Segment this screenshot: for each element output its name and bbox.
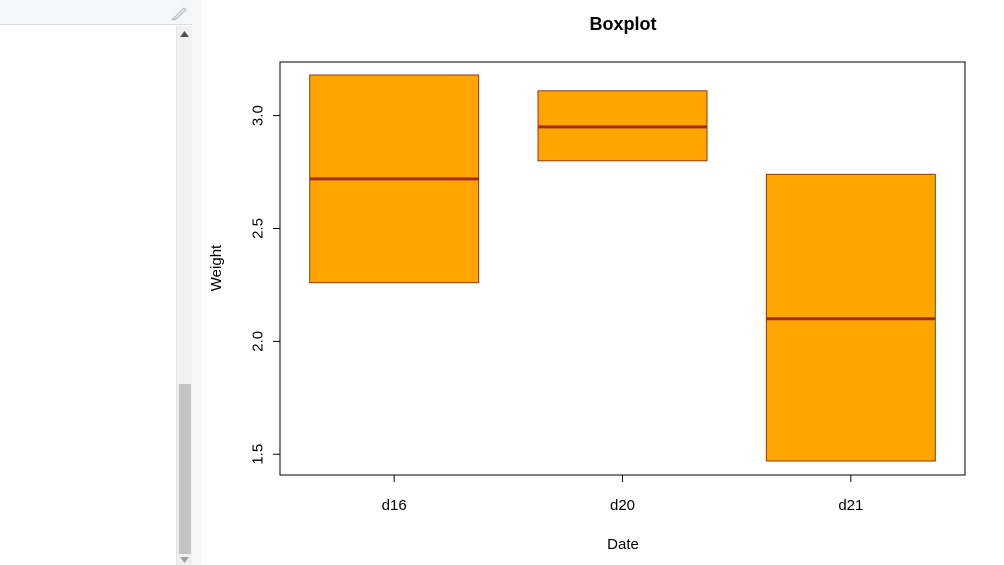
scrollbar-thumb[interactable] — [179, 384, 191, 554]
x-tick-label: d20 — [610, 497, 635, 514]
left-pane — [0, 0, 202, 565]
y-tick-label: 1.5 — [250, 444, 267, 465]
boxplot-chart: Boxplot d16 d20 d21 1.5 2.0 2.5 3.0 Date Weig… — [208, 14, 966, 553]
scroll-down-arrow-icon[interactable] — [180, 557, 189, 563]
x-tick-label: d21 — [838, 497, 863, 514]
y-tick-label: 3.0 — [250, 105, 267, 126]
y-axis: 1.5 2.0 2.5 3.0 — [250, 105, 281, 465]
broom-icon[interactable] — [170, 5, 188, 21]
x-axis-label: Date — [607, 536, 639, 553]
x-axis: d16 d20 d21 — [382, 475, 863, 514]
pane-toolbar — [0, 0, 192, 25]
y-axis-label: Weight — [208, 244, 225, 291]
y-tick-label: 2.0 — [250, 331, 267, 352]
vertical-scrollbar[interactable] — [176, 26, 192, 565]
x-tick-label: d16 — [382, 497, 407, 514]
y-tick-label: 2.5 — [250, 218, 267, 239]
pane-divider[interactable] — [192, 0, 202, 565]
boxes-layer — [309, 74, 936, 462]
chart-title: Boxplot — [590, 14, 657, 34]
scroll-up-arrow-icon[interactable] — [180, 31, 189, 37]
